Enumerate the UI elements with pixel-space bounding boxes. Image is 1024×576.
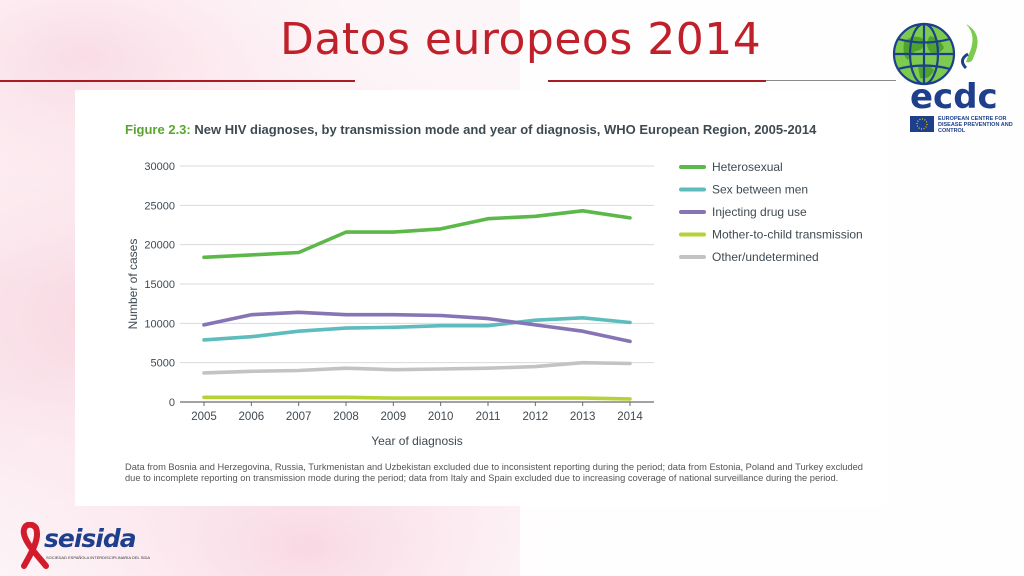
chart-grid [180,165,654,403]
x-tick-label: 2013 [570,411,596,423]
legend-label-sex-between-men: Sex between men [712,183,808,197]
series-line-mother-to-child [202,395,632,401]
x-tick-label: 2005 [191,411,217,423]
seisida-tagline: SOCIEDAD ESPAÑOLA INTERDISCIPLINARIA DEL… [46,555,151,560]
x-tick-label: 2009 [381,411,407,423]
x-tick-label: 2008 [333,411,359,423]
legend-label-mother-to-child: Mother-to-child transmission [712,228,863,242]
chart-series-lines [202,209,632,401]
figure-caption: Figure 2.3: New HIV diagnoses, by transm… [125,122,816,137]
seisida-logo [20,522,49,569]
title-rule-gray [766,80,896,81]
x-tick-label: 2006 [239,411,265,423]
x-tick-label: 2014 [617,411,643,423]
x-tick-label: 2007 [286,411,312,423]
x-tick-label: 2010 [428,411,454,423]
x-tick-labels: 2005 2006 2007 2008 2009 2010 2011 2012 2013 2014 [191,402,643,423]
figure-number: Figure 2.3: [125,122,191,137]
title-rule-left [0,80,355,82]
series-line-injecting-drug-use [202,310,632,344]
ecdc-subtitle: EUROPEAN CENTRE FOR DISEASE PREVENTION A… [938,116,1013,134]
legend-label-other-undetermined: Other/undetermined [712,250,819,264]
x-tick-label: 2011 [476,411,501,423]
chart-legend: Heterosexual Sex between men Injecting dru… [679,160,863,264]
ecdc-wordmark: ecdc [910,77,998,117]
y-axis-label: Number of cases [126,239,140,330]
y-tick-label: 5000 [151,358,175,370]
y-tick-label: 30000 [144,161,175,173]
red-ribbon-icon [20,522,49,569]
figure-panel [75,90,887,506]
globe-icon [892,22,978,86]
y-tick-label: 25000 [144,200,175,212]
legend-label-injecting-drug-use: Injecting drug use [712,205,807,219]
x-tick-label: 2012 [523,411,549,423]
series-line-other-undetermined [202,360,632,375]
figure-note: Data from Bosnia and Herzegovina, Russia… [125,462,863,483]
seisida-wordmark: seisida [44,524,137,553]
x-axis-label: Year of diagnosis [371,434,463,448]
figure-caption-text: New HIV diagnoses, by transmission mode … [194,122,817,137]
series-line-heterosexual [202,209,632,260]
legend-label-heterosexual: Heterosexual [712,160,783,174]
y-tick-label: 20000 [144,240,175,252]
slide-title: Datos europeos 2014 [280,14,762,65]
y-tick-label: 0 [169,397,175,409]
y-tick-labels: 0 5000 10000 15000 20000 25000 30000 [144,161,175,409]
y-tick-label: 10000 [144,318,175,330]
y-tick-label: 15000 [144,279,175,291]
title-rule-right [548,80,766,82]
ecdc-logo: ecdc [892,22,998,132]
series-line-sex-between-men [202,315,632,342]
eu-flag-icon [910,116,934,132]
